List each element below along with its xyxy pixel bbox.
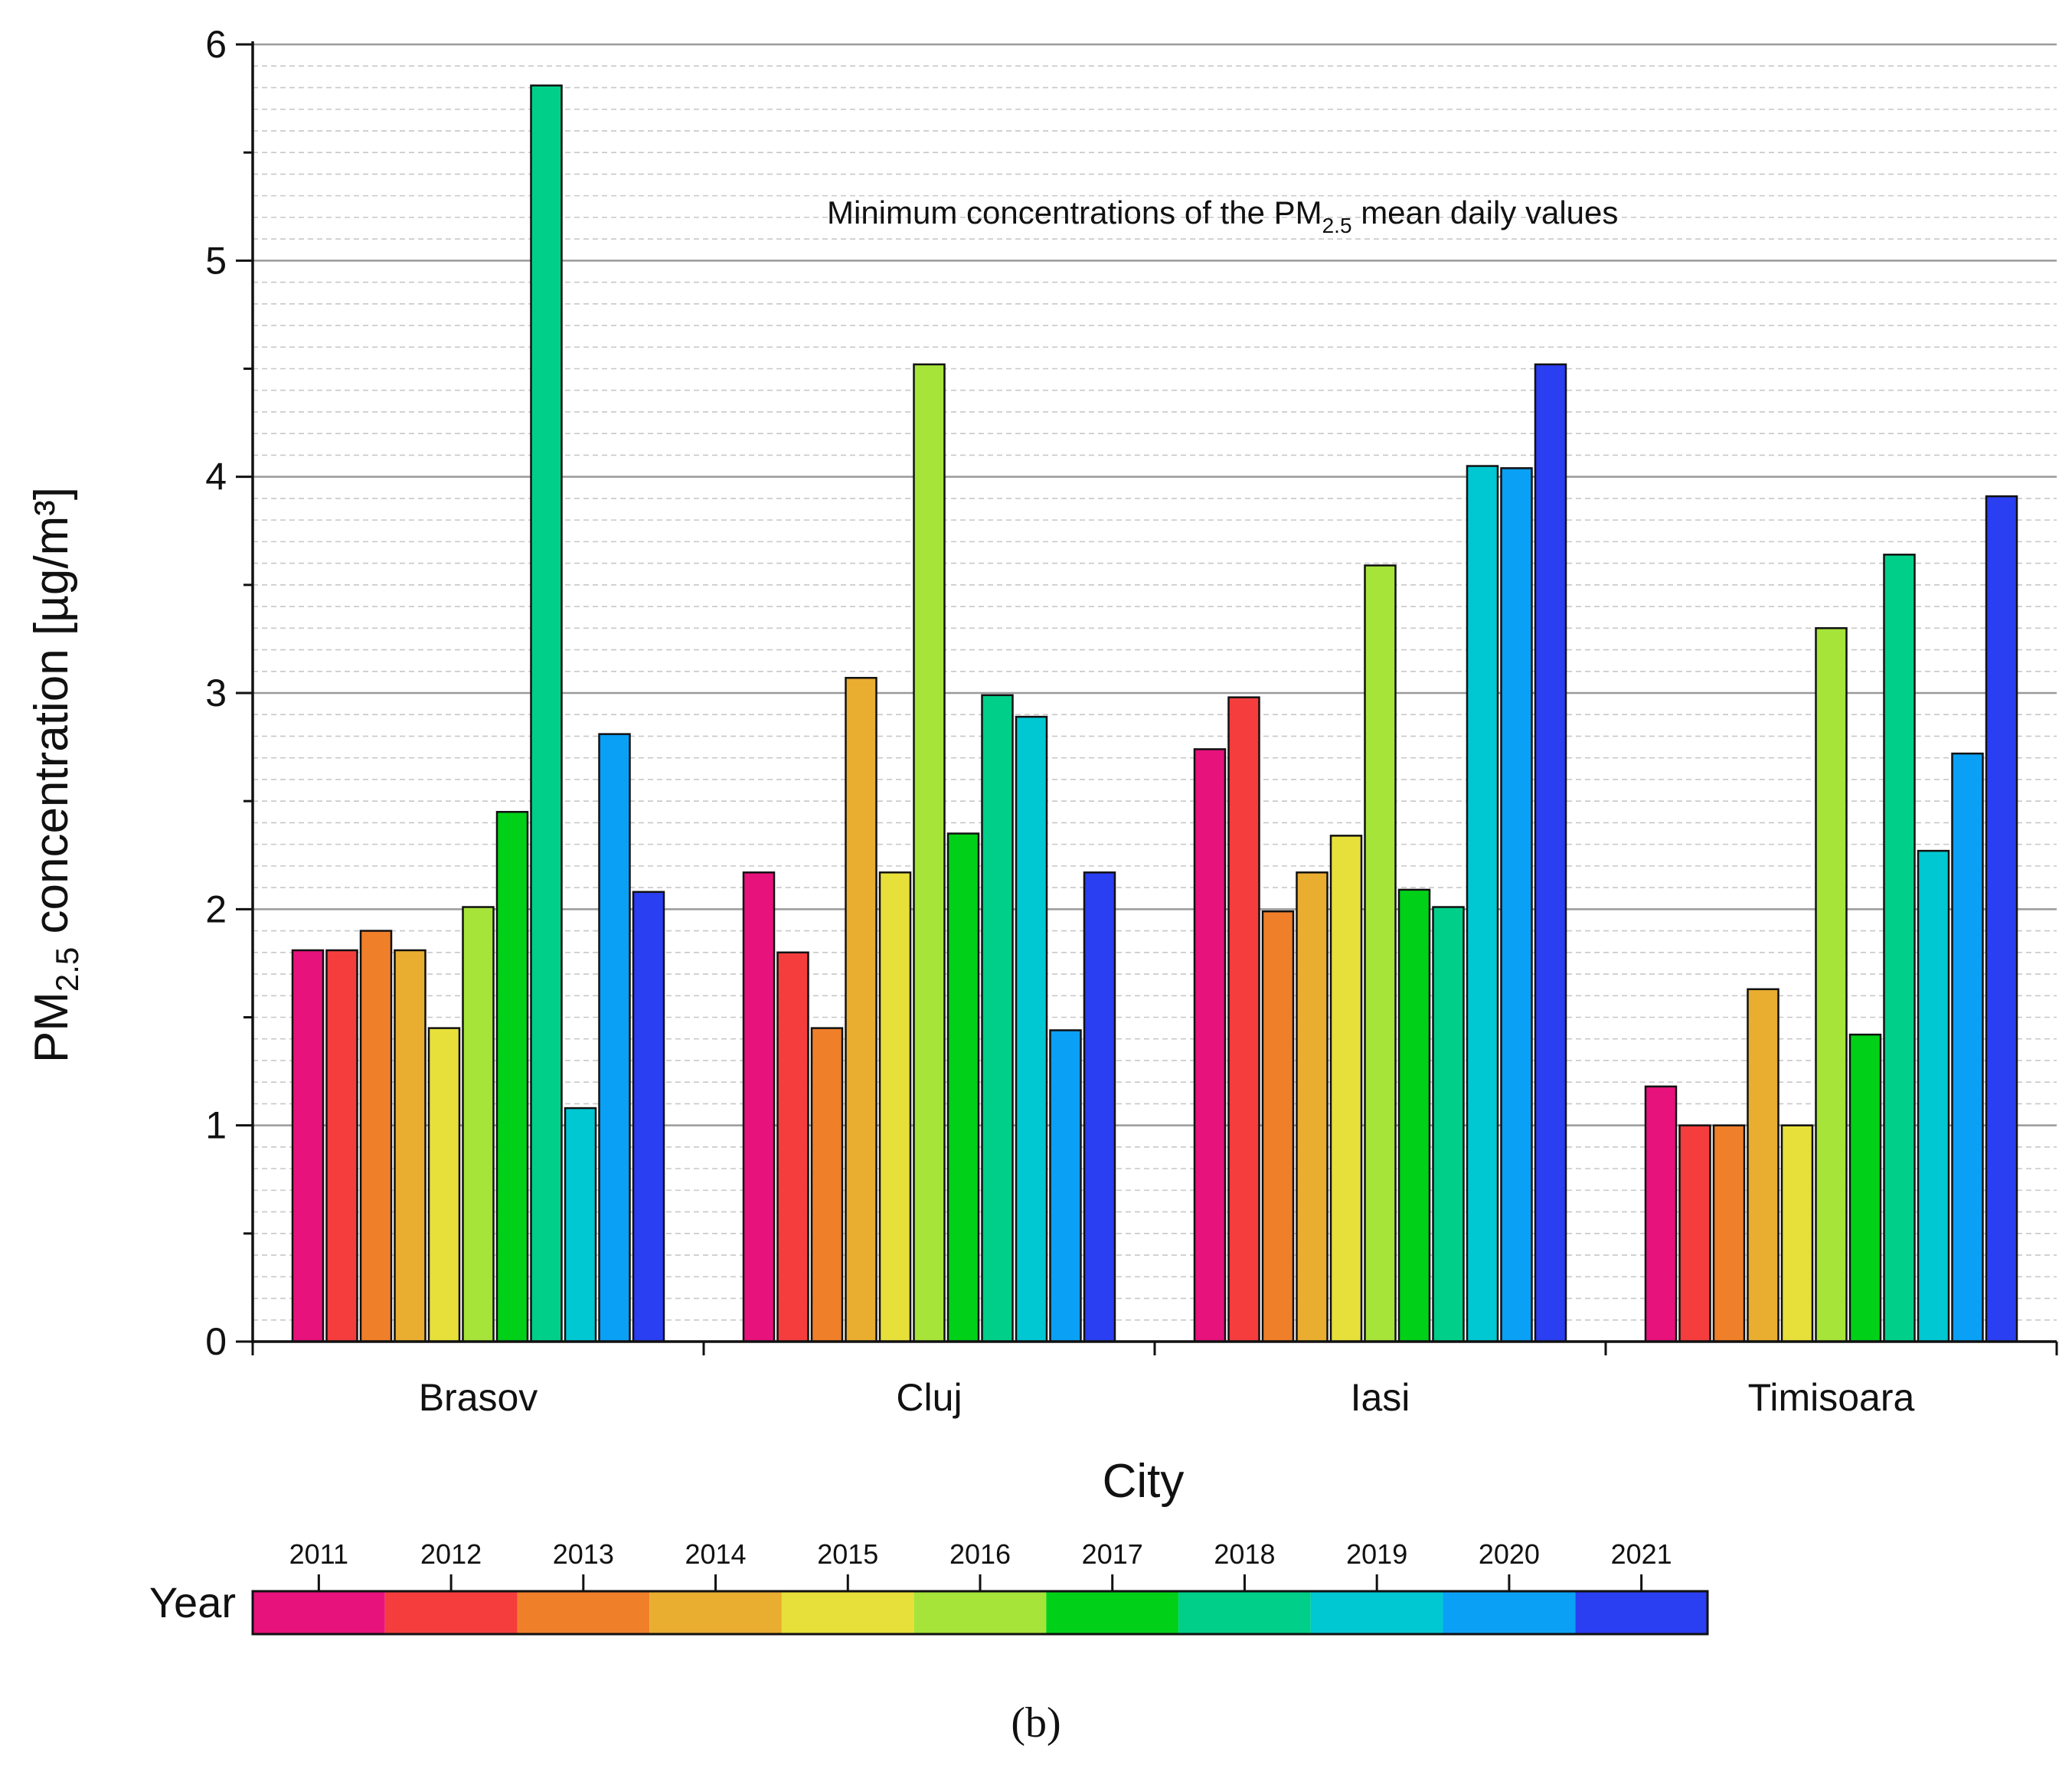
bar-iasi-2019 [1466, 465, 1499, 1343]
bar-iasi-2011 [1193, 748, 1227, 1343]
colorbar-segment-2020 [1443, 1591, 1576, 1634]
bar-brasov-2012 [325, 949, 358, 1343]
colorbar-year-label: 2018 [1214, 1538, 1275, 1570]
bar-iasi-2018 [1432, 906, 1465, 1343]
bar-timisoara-2021 [1985, 495, 2018, 1343]
bar-cluj-2013 [810, 1027, 844, 1343]
x-category-labels: Brasov Cluj Iasi Timisoara [419, 1376, 1915, 1419]
colorbar-year-label: 2011 [289, 1538, 348, 1570]
y-tick-label: 6 [205, 23, 227, 66]
year-colorbar-legend: Year 2011 2012 2013 2014 2015 2016 2017 2018 201… [149, 1538, 1709, 1636]
panel-label: (b) [1011, 1699, 1061, 1747]
colorbar-year-label: 2017 [1082, 1538, 1143, 1570]
bar-brasov-2014 [394, 949, 426, 1343]
bar-brasov-2016 [462, 906, 495, 1343]
bar-timisoara-2016 [1815, 627, 1848, 1343]
axes [236, 41, 2058, 1355]
colorbar-year-label: 2019 [1346, 1538, 1407, 1570]
bar-timisoara-2013 [1712, 1124, 1746, 1343]
bar-brasov-2015 [427, 1027, 461, 1343]
bar-iasi-2017 [1397, 888, 1431, 1343]
legend-title: Year [149, 1578, 236, 1626]
bar-cluj-2017 [946, 832, 980, 1343]
colorbar-year-label: 2014 [685, 1538, 746, 1570]
y-tick-label: 2 [205, 888, 227, 930]
x-category-label: Iasi [1351, 1376, 1410, 1419]
bar-timisoara-2011 [1644, 1085, 1678, 1343]
colorbar-segment-2017 [1046, 1591, 1179, 1634]
bar-iasi-2020 [1500, 467, 1533, 1343]
colorbar-year-label: 2016 [949, 1538, 1011, 1570]
bar-brasov-2019 [564, 1107, 597, 1343]
y-tick-labels: 0 1 2 3 4 5 6 [205, 23, 227, 1363]
bar-cluj-2020 [1049, 1029, 1082, 1343]
bar-timisoara-2020 [1951, 752, 1984, 1343]
colorbar-segment-2018 [1178, 1591, 1311, 1634]
bar-cluj-2018 [981, 694, 1014, 1343]
bar-brasov-2020 [598, 733, 631, 1343]
x-axis-title: City [1103, 1455, 1185, 1508]
colorbar-year-label: 2015 [817, 1538, 878, 1570]
bar-brasov-2021 [632, 891, 665, 1343]
colorbar-year-label: 2013 [553, 1538, 614, 1570]
annotation-text: Minimum concentrations of the PM2.5 mean… [827, 194, 1618, 237]
bar-cluj-2015 [878, 871, 912, 1343]
bar-brasov-2017 [495, 811, 529, 1343]
colorbar-segment-2014 [649, 1591, 782, 1634]
bar-timisoara-2015 [1780, 1124, 1814, 1343]
bar-iasi-2016 [1364, 564, 1397, 1343]
bars [291, 84, 2018, 1343]
y-tick-label: 3 [205, 672, 227, 714]
x-category-label: Timisoara [1748, 1376, 1915, 1419]
bar-cluj-2011 [742, 871, 776, 1343]
y-tick-label: 4 [205, 456, 227, 499]
colorbar-segment-2012 [384, 1591, 518, 1634]
colorbar-year-label: 2012 [420, 1538, 482, 1570]
x-category-label: Cluj [896, 1376, 962, 1419]
colorbar-segment-2015 [781, 1591, 914, 1634]
colorbar-segment-2021 [1575, 1591, 1708, 1634]
y-tick-label: 1 [205, 1104, 227, 1147]
colorbar-segment-2013 [517, 1591, 650, 1634]
bar-cluj-2012 [776, 951, 809, 1343]
y-tick-label: 5 [205, 239, 227, 282]
x-category-label: Brasov [419, 1376, 538, 1419]
bar-iasi-2012 [1227, 696, 1260, 1343]
colorbar-year-label: 2020 [1479, 1538, 1540, 1570]
bar-timisoara-2014 [1747, 988, 1780, 1343]
colorbar-segment-2011 [253, 1591, 385, 1634]
bar-cluj-2014 [845, 676, 877, 1343]
y-axis-title: PM2.5 concentration [µg/m³] [25, 487, 85, 1063]
bar-brasov-2018 [530, 84, 563, 1343]
bar-iasi-2021 [1534, 363, 1567, 1343]
bar-cluj-2016 [913, 363, 946, 1343]
bar-iasi-2013 [1261, 910, 1295, 1343]
bar-iasi-2014 [1296, 871, 1328, 1343]
bar-timisoara-2019 [1917, 849, 1950, 1343]
bar-timisoara-2018 [1883, 554, 1916, 1343]
bar-cluj-2019 [1015, 715, 1048, 1343]
bar-brasov-2013 [359, 930, 393, 1343]
bar-timisoara-2012 [1678, 1124, 1711, 1343]
colorbar-year-label: 2021 [1611, 1538, 1672, 1570]
bar-iasi-2015 [1329, 835, 1363, 1343]
colorbar-frame [251, 1590, 1709, 1636]
colorbar-segment-2019 [1310, 1591, 1443, 1634]
bar-timisoara-2017 [1848, 1033, 1882, 1343]
y-tick-label: 0 [205, 1320, 227, 1363]
bar-cluj-2021 [1083, 871, 1116, 1343]
bar-brasov-2011 [291, 949, 325, 1343]
colorbar-segment-2016 [913, 1591, 1047, 1634]
